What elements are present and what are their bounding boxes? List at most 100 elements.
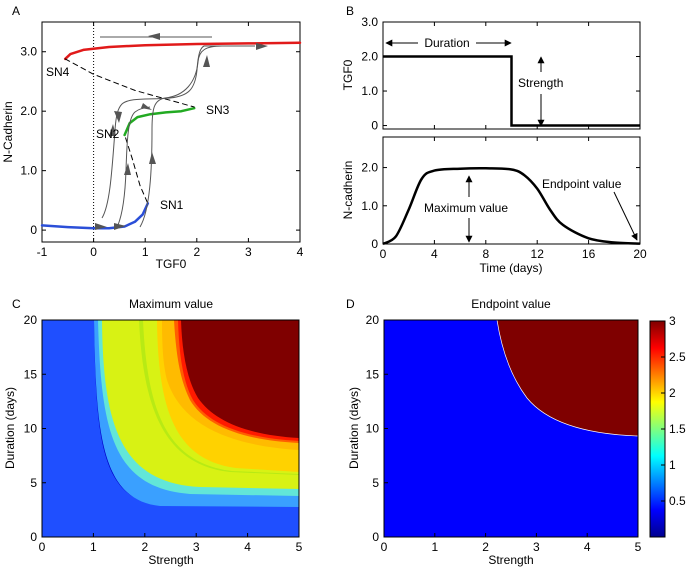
arrow-low-left xyxy=(95,223,107,230)
duration-label: Duration xyxy=(424,36,469,50)
panel-d: D Endpoint value 0 1 2 3 4 5 0 5 10 15 20 Strength… xyxy=(346,297,686,567)
d-xtick-label: 3 xyxy=(533,540,540,554)
colorbar-tick-label: 3 xyxy=(669,314,676,328)
panel-c-ylabel: Duration (days) xyxy=(3,387,17,469)
d-ytick-label: 0 xyxy=(372,530,379,544)
panel-a-ticks: -1 0 1 2 3 401.02.03.0 xyxy=(20,22,304,259)
panel-d-ticks: 0 1 2 3 4 5 0 5 10 15 20 xyxy=(366,313,642,554)
c-xtick-label: 2 xyxy=(141,540,148,554)
b-bottom-series xyxy=(382,167,641,246)
arrow-up-left xyxy=(109,124,116,136)
sn2-label: SN2 xyxy=(96,127,120,141)
arrow-low-right xyxy=(114,223,126,230)
c-xtick-label: 4 xyxy=(244,540,251,554)
panel-c-label: C xyxy=(12,297,21,311)
panel-d-heatmap xyxy=(384,320,638,537)
b-top-ytick-label: 0 xyxy=(371,119,378,133)
a-ytick-label: 1.0 xyxy=(20,164,37,178)
panel-c-xlabel: Strength xyxy=(148,553,193,567)
a-series-2 xyxy=(63,41,302,61)
a-xtick-label: 0 xyxy=(90,245,97,259)
arrow-left-mid xyxy=(114,111,122,123)
panel-b-xlabel: Time (days) xyxy=(480,261,543,275)
b-xtick-label: 0 xyxy=(380,247,387,261)
d-ytick-label: 10 xyxy=(366,422,380,436)
b-xtick-label: 12 xyxy=(531,247,545,261)
panel-b-top-axes xyxy=(382,21,641,130)
d-region-high xyxy=(496,320,638,437)
panel-b-label: B xyxy=(346,4,354,18)
arrow-left-top xyxy=(148,33,160,40)
trajectory-down xyxy=(117,106,151,226)
b-xtick-label: 8 xyxy=(482,247,489,261)
b-top-ytick-label: 3.0 xyxy=(361,15,378,29)
d-ytick-label: 5 xyxy=(372,476,379,490)
d-xtick-label: 5 xyxy=(635,540,642,554)
panel-a-axes xyxy=(41,21,301,243)
c-ytick-label: 10 xyxy=(24,422,38,436)
a-xtick-label: 1 xyxy=(142,245,149,259)
panel-b-ticks: 0 1.0 2.0 3.0 0 1.0 2.0 0 4 8 12 16 20 xyxy=(361,15,647,261)
panel-d-xlabel: Strength xyxy=(488,553,533,567)
endpoint-arrow xyxy=(613,191,638,241)
d-xtick-label: 0 xyxy=(381,540,388,554)
arrow-up-mid xyxy=(149,152,156,164)
panel-a-ylabel: N-Cadherin xyxy=(1,101,15,162)
d-xtick-label: 2 xyxy=(482,540,489,554)
b-bottom-ytick-label: 1.0 xyxy=(361,199,378,213)
panel-d-title: Endpoint value xyxy=(471,297,551,311)
colorbar-ticks: 0.5 1 1.5 2 2.5 3 xyxy=(661,314,686,508)
sn1-label: SN1 xyxy=(160,198,184,212)
c-ytick-label: 20 xyxy=(24,313,38,327)
panel-c-ticks: 0 1 2 3 4 5 0 5 10 15 20 xyxy=(24,313,303,554)
a-xtick-label: 3 xyxy=(245,245,252,259)
c-xtick-label: 0 xyxy=(39,540,46,554)
panel-a-xlabel: TGF0 xyxy=(156,257,187,271)
panel-a: A -1 0 1 2 3 401.02.03.0 TGF0 N-Cadherin SN4 xyxy=(1,4,304,271)
c-ytick-label: 15 xyxy=(24,367,38,381)
panel-b-curves xyxy=(382,55,641,246)
arrow-mid xyxy=(141,103,152,110)
colorbar-tick-label: 1 xyxy=(669,458,676,472)
c-ytick-label: 0 xyxy=(30,530,37,544)
panel-b-top-ylabel: TGF0 xyxy=(341,59,355,90)
panel-d-ylabel: Duration (days) xyxy=(347,387,361,469)
sn4-label: SN4 xyxy=(46,65,70,79)
a-xtick-label: 2 xyxy=(193,245,200,259)
d-xtick-label: 1 xyxy=(431,540,438,554)
a-ytick-label: 2.0 xyxy=(20,104,37,118)
c-xtick-label: 5 xyxy=(296,540,303,554)
c-region-high xyxy=(181,320,299,438)
a-xtick-label: 4 xyxy=(297,245,304,259)
panel-c-heatmap xyxy=(42,320,299,537)
arrow-up-right xyxy=(203,55,210,67)
c-xtick-label: 3 xyxy=(193,540,200,554)
b-top-series xyxy=(383,55,640,127)
c-xtick-label: 1 xyxy=(90,540,97,554)
arrow-down-sn2 xyxy=(124,163,131,175)
trajectory-arrows xyxy=(95,33,268,230)
b-bottom-ytick-label: 2.0 xyxy=(361,161,378,175)
d-xtick-label: 4 xyxy=(584,540,591,554)
colorbar-tick-label: 2 xyxy=(669,386,676,400)
a-ytick-label: 3.0 xyxy=(20,45,37,59)
c-region-edge xyxy=(42,320,299,537)
a-series-4 xyxy=(125,137,149,204)
panel-d-label: D xyxy=(346,297,355,311)
b-bottom-ytick-label: 0 xyxy=(371,237,378,251)
b-xtick-label: 20 xyxy=(633,247,647,261)
colorbar-tick-label: 1.5 xyxy=(669,422,686,436)
colorbar-tick-label: 0.5 xyxy=(669,494,686,508)
b-xtick-label: 4 xyxy=(431,247,438,261)
b-top-ytick-label: 1.0 xyxy=(361,84,378,98)
d-ytick-label: 20 xyxy=(366,313,380,327)
panel-c-title: Maximum value xyxy=(129,297,213,311)
b-top-ytick-label: 2.0 xyxy=(361,50,378,64)
panel-b-bottom-axes xyxy=(382,136,641,245)
panel-a-label: A xyxy=(12,4,20,18)
b-xtick-label: 16 xyxy=(582,247,596,261)
maximum-value-label: Maximum value xyxy=(424,201,508,215)
a-series-3 xyxy=(64,58,195,108)
arrow-right-top xyxy=(256,43,268,50)
